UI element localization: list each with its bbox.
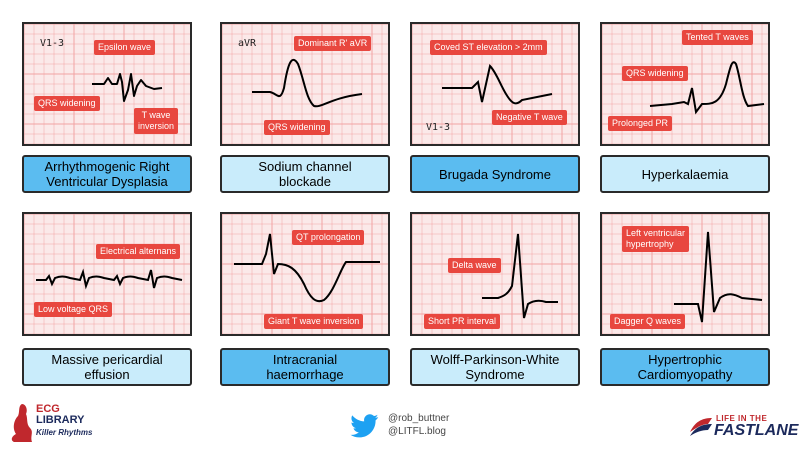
caption-wpw: Wolff-Parkinson-White Syndrome <box>410 348 580 386</box>
label-electrical-alternans: Electrical alternans <box>96 244 181 259</box>
label-tented-t-waves: Tented T waves <box>682 30 753 45</box>
label-low-voltage-qrs: Low voltage QRS <box>34 302 113 317</box>
ecg-trace-pericardial-effusion <box>36 268 183 290</box>
label-dominant-r-avr: Dominant R' aVR <box>294 36 372 51</box>
ecg-panel-hcm: Left ventricular hypertrophy Dagger Q wa… <box>600 212 770 336</box>
lead-label: V1-3 <box>40 38 65 49</box>
ecg-panel-intracranial-haemorrhage: QT prolongation Giant T wave inversion <box>220 212 390 336</box>
label-qrs-widening: QRS widening <box>34 96 100 111</box>
caption-intracranial-haemorrhage: Intracranial haemorrhage <box>220 348 390 386</box>
twitter-handle-2[interactable]: @LITFL.blog <box>388 426 446 437</box>
silhouette-icon <box>11 404 32 442</box>
ecg-panel-sodium-channel: aVR Dominant R' aVR QRS widening <box>220 22 390 146</box>
lead-label: V1-3 <box>426 122 451 133</box>
lead-label: aVR <box>238 38 257 49</box>
ecg-panel-arvd: V1-3 Epsilon wave QRS widening T wave in… <box>22 22 192 146</box>
logo-line3: Killer Rhythms <box>36 428 93 437</box>
label-negative-t-wave: Negative T wave <box>492 110 567 125</box>
ecg-trace-hcm <box>674 231 763 323</box>
ecg-trace-intracranial-haemorrhage <box>234 233 380 303</box>
litfl-line2: FASTLANE <box>714 422 799 439</box>
label-epsilon-wave: Epsilon wave <box>94 40 156 55</box>
logo-line1: ECG <box>36 403 60 415</box>
ecg-panel-brugada: V1-3 Coved ST elevation > 2mm Negative T… <box>410 22 580 146</box>
caption-pericardial-effusion: Massive pericardial effusion <box>22 348 192 386</box>
caption-brugada: Brugada Syndrome <box>410 155 580 193</box>
label-delta-wave: Delta wave <box>448 258 501 273</box>
caption-sodium-channel: Sodium channel blockade <box>220 155 390 193</box>
ecg-trace-wpw <box>482 233 558 319</box>
label-qrs-widening: QRS widening <box>264 120 330 135</box>
ecg-library-logo: ECG LIBRARY Killer Rhythms <box>8 402 118 442</box>
label-giant-t-wave-inversion: Giant T wave inversion <box>264 314 364 329</box>
twitter-bird-icon <box>350 414 379 438</box>
caption-arvd: Arrhythmogenic Right Ventricular Dysplas… <box>22 155 192 193</box>
ecg-panel-wpw: Delta wave Short PR interval <box>410 212 580 336</box>
label-prolonged-pr: Prolonged PR <box>608 116 673 131</box>
label-dagger-q-waves: Dagger Q waves <box>610 314 686 329</box>
ecg-panel-pericardial-effusion: Electrical alternans Low voltage QRS <box>22 212 192 336</box>
label-qrs-widening: QRS widening <box>622 66 688 81</box>
label-coved-st-elevation: Coved ST elevation > 2mm <box>430 40 547 55</box>
twitter-handle-1[interactable]: @rob_buttner <box>388 413 450 424</box>
ecg-trace-sodium-channel <box>252 58 363 108</box>
litfl-line1: LIFE IN THE <box>716 414 768 423</box>
caption-hcm: Hypertrophic Cardiomyopathy <box>600 348 770 386</box>
ecg-trace-hyperkalaemia <box>649 61 765 115</box>
litfl-logo: LIFE IN THE FASTLANE <box>688 408 798 444</box>
flag-swoosh-icon <box>690 418 712 436</box>
ecg-trace-brugada <box>442 64 553 105</box>
label-left-ventricular-hypertrophy: Left ventricular hypertrophy <box>622 226 690 252</box>
logo-line2: LIBRARY <box>36 414 85 426</box>
label-t-wave-inversion: T wave inversion <box>134 108 179 134</box>
ecg-trace-arvd <box>92 73 163 102</box>
label-short-pr-interval: Short PR interval <box>424 314 501 329</box>
caption-hyperkalaemia: Hyperkalaemia <box>600 155 770 193</box>
ecg-panel-hyperkalaemia: Tented T waves QRS widening Prolonged PR <box>600 22 770 146</box>
label-qt-prolongation: QT prolongation <box>292 230 365 245</box>
